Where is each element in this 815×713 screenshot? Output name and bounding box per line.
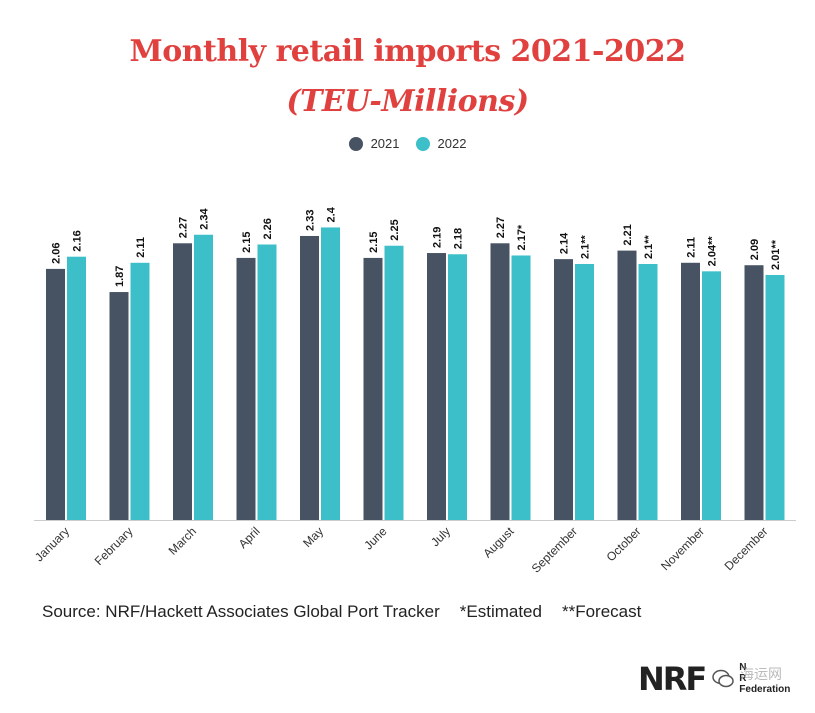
nrf-wordmark: NRF: [638, 659, 707, 698]
data-label-2022-october: 2.1**: [643, 234, 655, 259]
org-line-1: N: [739, 662, 747, 673]
wechat-icon: [712, 669, 735, 687]
data-label-2021-february: 1.87: [114, 266, 126, 287]
bar-2021-april: [236, 257, 256, 520]
data-label-2021-october: 2.21: [622, 224, 634, 245]
legend: 2021 2022: [0, 136, 815, 151]
legend-dot-2021: [348, 136, 363, 151]
data-label-2021-september: 2.14: [559, 232, 571, 254]
bar-2022-february: [130, 262, 150, 520]
data-label-2021-may: 2.33: [305, 210, 317, 231]
source-text: Source: NRF/Hackett Associates Global Po…: [42, 602, 440, 621]
x-tick-july: July: [428, 524, 453, 549]
org-line-2: R: [739, 673, 747, 684]
legend-item-2022: 2022: [415, 136, 467, 151]
data-label-2022-july: 2.18: [453, 228, 465, 249]
data-label-2021-june: 2.15: [368, 231, 380, 252]
chart-title: Monthly retail imports 2021-2022: [129, 34, 686, 69]
x-tick-november: November: [658, 524, 707, 573]
x-tick-august: August: [480, 524, 517, 561]
bar-2022-november: [702, 271, 721, 520]
data-label-2021-november: 2.11: [686, 237, 698, 258]
watermark: 海运网: [740, 667, 782, 683]
x-tick-march: March: [166, 524, 199, 557]
x-tick-october: October: [604, 524, 644, 564]
data-label-2021-august: 2.27: [495, 217, 507, 238]
data-label-2022-june: 2.25: [389, 219, 401, 240]
bar-2021-november: [681, 262, 700, 520]
bar-2022-april: [257, 244, 277, 521]
x-tick-may: May: [300, 524, 326, 550]
bar-2022-august: [511, 255, 531, 521]
org-name: N R Federation: [739, 662, 790, 695]
data-label-2021-april: 2.15: [241, 231, 253, 252]
data-label-2022-august: 2.17*: [516, 224, 528, 250]
bar-2021-july: [427, 253, 446, 520]
legend-dot-2022: [415, 136, 430, 151]
data-label-2021-december: 2.09: [749, 239, 761, 260]
bar-chart: 2.06 2.16 January 1.87 2.11 February 2.27 2.34 M…: [32, 206, 796, 576]
x-tick-september: September: [529, 524, 580, 575]
bar-2021-december: [744, 265, 764, 520]
bar-2021-january: [46, 268, 65, 520]
org-line-3: Federation: [739, 684, 791, 695]
data-label-2022-january: 2.16: [72, 230, 84, 251]
bar-2022-december: [765, 274, 785, 520]
bar-2022-july: [448, 254, 467, 520]
bar-2021-october: [617, 250, 637, 520]
data-label-2022-september: 2.1**: [580, 234, 592, 259]
bar-2022-march: [194, 234, 213, 520]
x-tick-june: June: [361, 524, 390, 553]
bar-2021-september: [554, 259, 573, 520]
bar-2021-august: [490, 243, 510, 521]
data-label-2021-march: 2.27: [178, 217, 190, 238]
data-label-2022-may: 2.4: [326, 206, 338, 222]
bar-2022-october: [638, 264, 658, 520]
data-label-2022-november: 2.04**: [707, 236, 719, 267]
legend-label-2022: 2022: [437, 136, 467, 151]
source-note: Source: NRF/Hackett Associates Global Po…: [42, 602, 661, 622]
data-label-2021-july: 2.19: [432, 227, 444, 248]
x-tick-february: February: [92, 524, 136, 568]
forecast-note: **Forecast: [561, 602, 642, 621]
bar-2021-may: [300, 235, 319, 520]
bar-2021-march: [173, 243, 192, 521]
bar-2022-may: [321, 227, 340, 520]
bar-2021-february: [109, 292, 129, 520]
data-label-2021-january: 2.06: [51, 242, 63, 263]
bar-2021-june: [363, 257, 383, 520]
bar-2022-september: [575, 264, 594, 520]
chart-subtitle: (TEU-Millions): [286, 84, 529, 119]
bar-2022-june: [384, 245, 404, 520]
estimated-note: *Estimated: [459, 602, 542, 621]
data-label-2022-march: 2.34: [199, 207, 211, 229]
legend-label-2021: 2021: [370, 136, 400, 151]
data-label-2022-february: 2.11: [135, 237, 147, 258]
legend-item-2021: 2021: [348, 136, 400, 151]
data-label-2022-december: 2.01**: [770, 239, 782, 270]
data-label-2022-april: 2.26: [262, 218, 274, 239]
x-tick-april: April: [236, 524, 263, 551]
x-tick-december: December: [722, 524, 771, 573]
nrf-logo: NRF N R Federation: [638, 662, 790, 695]
x-tick-january: January: [32, 524, 72, 564]
bar-2022-january: [67, 256, 86, 520]
